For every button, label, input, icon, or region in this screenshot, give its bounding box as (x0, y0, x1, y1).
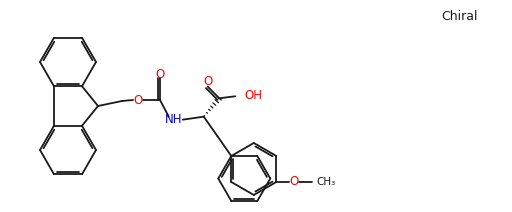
Text: NH: NH (165, 113, 182, 126)
Text: O: O (203, 75, 212, 88)
Text: O: O (133, 93, 143, 106)
Text: O: O (290, 176, 299, 188)
Text: O: O (155, 67, 165, 81)
Text: OH: OH (244, 89, 262, 102)
Text: CH₃: CH₃ (316, 177, 335, 187)
Text: Chiral: Chiral (442, 11, 478, 24)
